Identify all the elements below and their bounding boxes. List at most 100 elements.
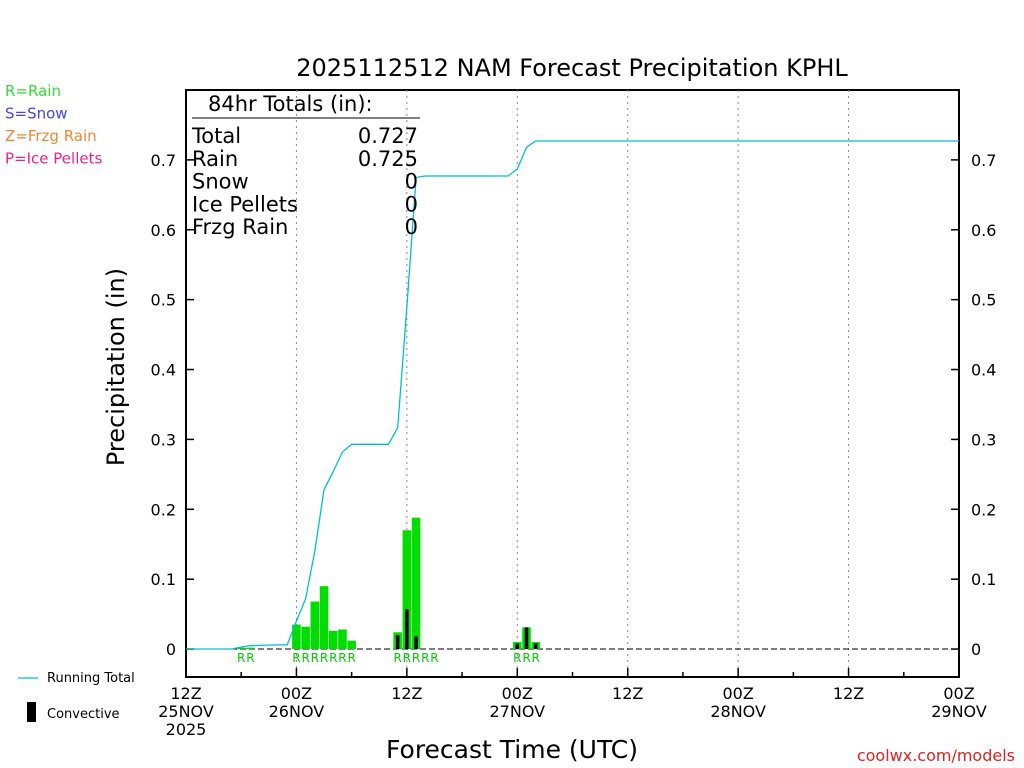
ptype-label: R [329,651,337,665]
x-tick-label-line: 28NOV [710,702,766,721]
totals-row-label: Ice Pellets [192,192,298,216]
ptype-label: R [347,651,355,665]
x-tick-label-line: 00Z [722,684,753,703]
x-tick-label-line: 25NOV [158,702,214,721]
ptype-label: R [393,651,401,665]
totals-row-value: 0.727 [358,124,418,148]
plot-frame [185,89,960,678]
x-tick-label: 12Z [833,684,864,703]
ptype-label: R [532,651,540,665]
ptype-label: R [403,651,411,665]
rain-bars [236,517,540,650]
ptype-label: R [301,651,309,665]
ptype-label: R [513,651,521,665]
ptype-label: R [338,651,346,665]
y-tick-label-right: 0.4 [971,361,996,380]
y-tick-label-left: 0.5 [151,291,176,310]
rain-bar [301,626,310,650]
totals-row-label: Snow [192,170,249,194]
x-tick-label-line: 12Z [833,684,864,703]
ptype-legend-item: Z=Frzg Rain [5,127,97,145]
convective-bar [524,627,529,650]
convective-bar [405,609,409,650]
series-legend: Running Total Convective [18,671,135,722]
totals-row-value: 0 [405,192,418,216]
y-tick-label-left: 0.7 [151,151,176,170]
x-tick-label-line: 27NOV [489,702,545,721]
ptype-label: R [421,651,429,665]
y-tick-label-left: 0.3 [151,430,176,449]
running-total-line [186,140,959,650]
gridlines [295,90,850,677]
x-tick-label: 12Z [612,684,643,703]
rain-bar [328,630,338,650]
convective-bar [533,643,538,650]
running-total-legend-label: Running Total [47,671,135,686]
ptype-legend: R=Rain S=Snow Z=Frzg Rain P=Ice Pellets [5,82,102,168]
chart-title: 2025112512 NAM Forecast Precipitation KP… [296,54,848,82]
convective-bar [395,635,400,650]
rain-bar [246,647,255,650]
credit-text: coolwx.com/models [857,746,1015,765]
ptype-legend-item: P=Ice Pellets [5,150,102,168]
rain-bar [310,601,320,650]
x-tick-label-line: 00Z [502,684,533,703]
convective-bars [395,609,538,650]
ptype-label: R [237,651,245,665]
y-tick-label-right: 0.6 [971,221,996,240]
ptype-label: R [412,651,420,665]
y-tick-label-left: 0.6 [151,221,176,240]
ptype-label: R [430,651,438,665]
rain-bar [402,530,412,650]
totals-row-label: Total [191,124,241,148]
y-tick-label-left: 0.4 [151,361,176,380]
x-tick-label-line: 00Z [281,684,312,703]
x-tick-label-line: 12Z [612,684,643,703]
x-axis-label: Forecast Time (UTC) [386,735,638,764]
y-axis-right: 0 0.1 0.2 0.3 0.4 0.5 0.6 0.7 [951,151,996,659]
ptype-legend-item: R=Rain [5,82,61,100]
x-tick-label-line: 00Z [943,684,974,703]
ptype-label: R [246,651,254,665]
y-axis-left: 0 0.1 0.2 0.3 0.4 0.5 0.6 0.7 [151,151,194,659]
x-tick-label-line: 29NOV [931,702,987,721]
rain-bar [292,624,301,650]
x-tick-label-line: 12Z [170,684,201,703]
convective-legend-label: Convective [47,707,120,722]
rain-bar [347,640,356,650]
y-tick-label-left: 0.1 [151,570,176,589]
convective-bar [515,643,520,650]
x-tick-label-line: 2025 [166,720,207,739]
totals-row-value: 0 [405,170,418,194]
rain-bar [236,647,246,650]
y-tick-label-right: 0.3 [971,430,996,449]
y-tick-label-right: 0.7 [971,151,996,170]
ptype-label: R [292,651,300,665]
totals-row-value: 0.725 [358,147,418,171]
totals-box: 84hr Totals (in): Total 0.727 Rain 0.725 Sno… [191,92,420,239]
rain-bar [411,517,421,650]
ptype-label: R [311,651,319,665]
totals-row-label: Frzg Rain [192,215,288,239]
y-tick-label-left: 0 [166,640,176,659]
x-tick-label: 12Z [391,684,422,703]
totals-heading: 84hr Totals (in): [208,92,373,116]
y-axis-label: Precipitation (in) [102,268,130,466]
ptype-label: R [522,651,530,665]
x-tick-label-line: 12Z [391,684,422,703]
ptype-legend-item: S=Snow [5,105,68,123]
ptype-label: R [320,651,328,665]
convective-bar [414,636,418,650]
y-tick-label-right: 0.5 [971,291,996,310]
rain-bar [338,629,347,650]
y-tick-label-right: 0.2 [971,500,996,519]
y-tick-label-right: 0 [971,640,981,659]
